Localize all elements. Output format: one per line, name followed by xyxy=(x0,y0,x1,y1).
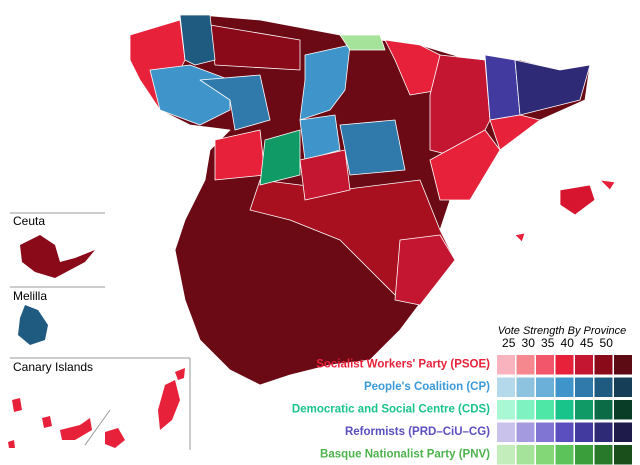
color-swatch xyxy=(614,422,632,442)
party-label: Reformists (PRD–CiU–CG) xyxy=(345,426,490,438)
color-swatch xyxy=(497,355,515,375)
legend: Vote Strength By Province 25 30 35 40 45 50 So… xyxy=(292,325,632,465)
scale-label: 40 xyxy=(561,336,575,350)
scale-label: 45 xyxy=(580,336,594,350)
province xyxy=(489,114,541,151)
color-swatch xyxy=(575,445,593,465)
color-swatch xyxy=(516,400,535,420)
color-swatch xyxy=(594,355,613,375)
color-swatch xyxy=(575,355,593,375)
inset-label: Melilla xyxy=(13,289,47,303)
province xyxy=(299,114,341,161)
color-swatch xyxy=(536,445,554,465)
province xyxy=(339,119,406,176)
party-label: People's Coalition (CP) xyxy=(364,381,490,393)
color-swatch xyxy=(614,400,632,420)
canary-islands xyxy=(8,368,185,448)
province xyxy=(299,149,351,201)
color-swatch xyxy=(536,355,554,375)
color-swatch xyxy=(516,355,535,375)
color-swatch xyxy=(516,445,535,465)
scale-label: 30 xyxy=(522,336,536,350)
province xyxy=(429,129,501,201)
color-swatch xyxy=(516,377,535,397)
party-label: Basque Nationalist Party (PNV) xyxy=(320,449,490,461)
color-swatch xyxy=(536,400,554,420)
province xyxy=(339,34,386,51)
party-label: Democratic and Social Centre (CDS) xyxy=(292,404,490,416)
color-swatch xyxy=(594,377,613,397)
color-swatch xyxy=(555,400,574,420)
color-swatch xyxy=(614,377,632,397)
province xyxy=(179,14,216,66)
color-swatch xyxy=(536,422,554,442)
spain-map xyxy=(129,14,616,386)
color-swatch xyxy=(555,445,574,465)
color-swatch xyxy=(575,400,593,420)
color-swatch xyxy=(497,377,515,397)
color-swatch xyxy=(516,422,535,442)
color-swatch xyxy=(594,422,613,442)
color-swatch xyxy=(555,377,574,397)
party-label: Socialist Workers' Party (PSOE) xyxy=(316,359,490,371)
province xyxy=(199,74,271,131)
color-swatch xyxy=(497,400,515,420)
color-swatch xyxy=(575,422,593,442)
insets: Ceuta Melilla Canary Islands xyxy=(8,212,191,450)
melilla-shape xyxy=(18,305,48,345)
inset-divider xyxy=(84,409,111,446)
color-swatch xyxy=(594,400,613,420)
color-swatch xyxy=(555,422,574,442)
color-swatch xyxy=(575,377,593,397)
color-swatch xyxy=(555,355,574,375)
inset-label: Ceuta xyxy=(13,214,45,228)
scale-label: 35 xyxy=(541,336,555,350)
province xyxy=(514,59,591,116)
legend-title: Vote Strength By Province xyxy=(498,325,627,337)
color-swatch xyxy=(536,377,554,397)
province xyxy=(559,184,596,216)
color-swatch xyxy=(614,445,632,465)
color-swatch xyxy=(594,445,613,465)
scale-label: 50 xyxy=(600,336,614,350)
color-swatch xyxy=(497,445,515,465)
scale-label: 25 xyxy=(502,336,516,350)
ceuta-shape xyxy=(20,235,95,278)
province xyxy=(259,129,301,186)
province xyxy=(394,234,456,306)
color-swatch xyxy=(497,422,515,442)
province xyxy=(514,232,526,243)
province xyxy=(599,179,616,191)
color-swatch xyxy=(614,355,632,375)
inset-label: Canary Islands xyxy=(13,360,93,374)
province xyxy=(484,54,521,121)
